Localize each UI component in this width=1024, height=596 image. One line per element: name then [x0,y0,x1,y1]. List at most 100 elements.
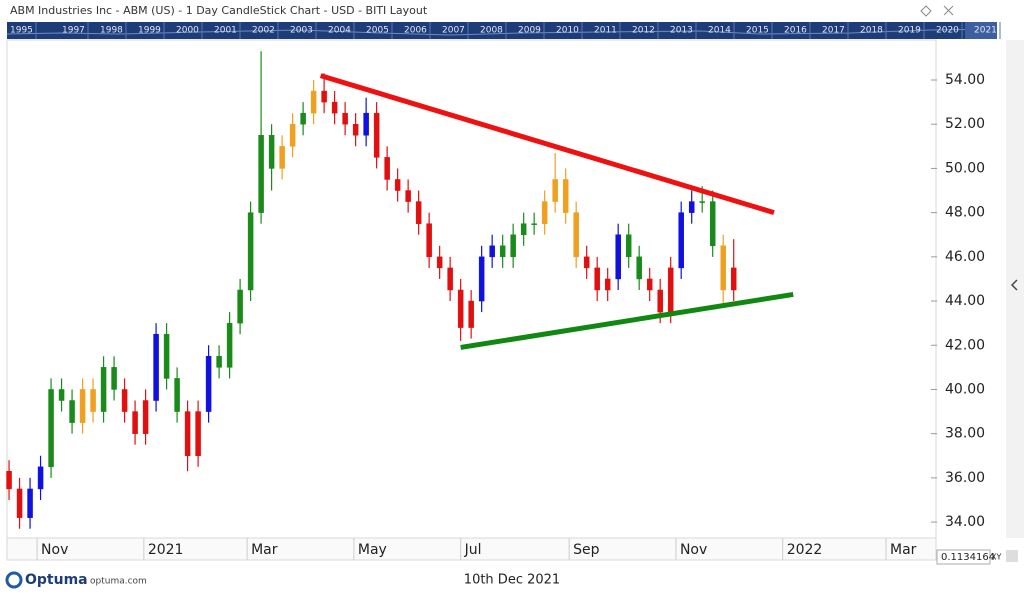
timeline-year: 2009 [518,26,541,36]
date-label: 10th Dec 2021 [464,573,560,588]
y-tick-label: 36.00 [945,470,985,486]
candle-body [289,123,296,147]
candle-body [237,289,243,324]
candle-body [153,333,159,401]
timeline-year: 2008 [480,26,503,36]
y-tick-label: 52.00 [945,116,985,132]
timeline-year: 2002 [252,26,275,36]
timeline-year: 2000 [176,26,199,36]
candle-body [394,179,401,191]
side-toggle[interactable] [1010,279,1018,291]
candle-body [709,201,716,247]
y-tick-label: 38.00 [945,426,985,442]
candle-body [205,356,212,412]
candle-body [268,135,275,169]
readout: 0.1134164 [941,552,995,563]
candle-body [499,245,506,258]
x-tick-label: 2022 [787,542,823,558]
candle-body [342,112,348,125]
chart-title: ABM Industries Inc - ABM (US) - 1 Day Ca… [10,4,428,17]
trend-line [319,73,775,216]
y-tick-label: 42.00 [945,337,985,353]
candle-body [699,201,705,203]
candle-body [195,411,201,457]
candle-body [667,267,674,313]
candle-body [111,367,117,390]
timeline-year: 2005 [366,26,389,36]
candle-body [657,289,663,313]
candle-body [300,112,306,125]
candle-body [352,123,359,136]
icon-close[interactable] [943,5,954,16]
candle-body [688,201,695,213]
y-tick-label: 46.00 [945,249,985,265]
y-tick-label: 34.00 [945,514,985,530]
candle-body [646,278,653,291]
y-tick-label: 44.00 [945,293,985,309]
timeline-year: 1995 [10,26,33,36]
timeline-trace [6,28,998,36]
candle-body [69,400,75,423]
candle-body [415,201,422,224]
candle-body [90,389,96,412]
timeline-year: 2014 [708,26,731,36]
timeline-bar[interactable] [7,22,997,39]
timeline-window[interactable] [965,22,997,39]
candle-body [583,256,590,269]
y-tick-label: 50.00 [945,160,985,176]
x-tick-label: Mar [251,542,278,558]
site: optuma.com [90,577,147,587]
candle-body [552,179,558,202]
candle-body [562,179,569,213]
readout-box [936,549,991,565]
candle-body [594,267,600,291]
icon-diamond[interactable] [920,5,932,17]
candle-body [447,267,453,291]
candle-body [258,135,264,213]
timeline-year: 1999 [138,26,161,36]
x-tick-label: Nov [680,542,707,558]
timeline-year: 2018 [860,26,883,36]
timeline-year: 2011 [594,26,617,36]
candle-body [541,201,548,224]
x-tick-label: Jul [464,542,482,558]
candle-body [121,389,128,412]
candle-body [321,90,327,103]
timeline-year: 2021 [974,26,997,36]
readout-mode[interactable]: XY [991,553,1001,562]
candle-body [520,223,527,235]
candle-body [6,470,12,490]
candle-body [489,245,495,258]
candle-body [37,466,44,490]
candle-body [58,389,65,401]
candle-body [457,289,464,328]
timeline-year: 2013 [670,26,693,36]
candle-body [615,234,621,280]
x-tick-label: May [358,542,387,558]
candle-body [79,389,86,423]
y-tick-label: 40.00 [945,381,985,397]
x-tick-label: Sep [573,542,600,558]
candle-body [384,157,390,180]
timeline-year: 2007 [442,26,465,36]
candle-body [573,212,579,258]
timeline-year: 2010 [556,26,579,36]
candle-body [678,212,684,269]
candle-body [363,112,369,136]
candle-body [331,101,338,114]
candle-body [48,389,54,468]
timeline-year: 2004 [328,26,351,36]
corner-button[interactable] [1006,550,1018,562]
candle-body [468,300,474,328]
candle-body [310,90,317,114]
candle-body [426,223,432,258]
timeline-year: 2016 [784,26,807,36]
timeline-year: 2019 [898,26,921,36]
trend-line [460,291,794,350]
candle-body [247,212,254,291]
x-tick-label: Mar [890,542,917,558]
candle-body [174,378,180,412]
logo-mark [5,571,23,589]
